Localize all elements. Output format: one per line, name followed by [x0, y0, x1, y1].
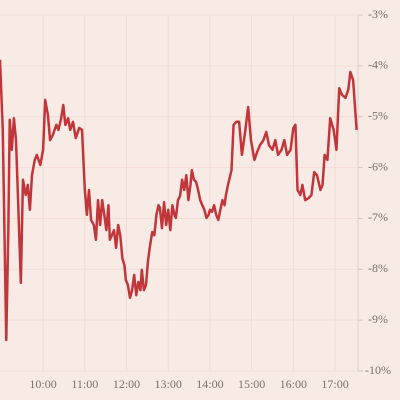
y-tick-label: -4% — [368, 58, 388, 72]
x-tick-label: 13:00 — [155, 377, 182, 391]
line — [0, 59, 358, 342]
y-tick-label: -7% — [368, 210, 388, 224]
y-tick-label: -5% — [368, 108, 388, 122]
y-tick-label: -3% — [368, 7, 388, 21]
x-tick-label: 17:00 — [321, 377, 348, 391]
x-tick-label: 12:00 — [113, 377, 140, 391]
x-tick-label: 14:00 — [196, 377, 223, 391]
x-tick-label: 16:00 — [280, 377, 307, 391]
y-tick-label: -9% — [368, 312, 388, 326]
x-tick-label: 15:00 — [238, 377, 265, 391]
y-tick-label: -8% — [368, 261, 388, 275]
x-tick-label: 10:00 — [29, 377, 56, 391]
x-tick-label: 11:00 — [71, 377, 98, 391]
y-tick-label: -6% — [368, 159, 388, 173]
y-tick-label: -10% — [365, 363, 391, 377]
